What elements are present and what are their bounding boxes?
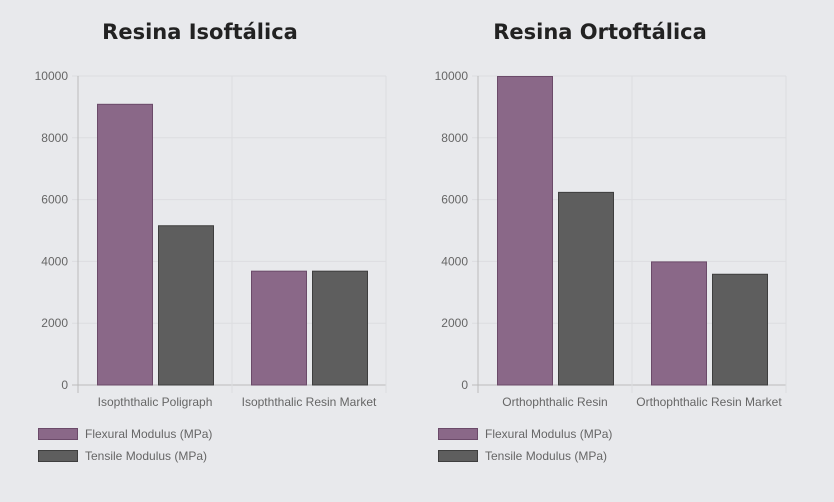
bar-tensile [158, 225, 214, 386]
y-tick-label: 10000 [35, 69, 69, 83]
y-tick-label: 6000 [441, 193, 468, 207]
legend-item-tensile[interactable]: Tensile Modulus (MPa) [38, 445, 212, 467]
legend-item-tensile[interactable]: Tensile Modulus (MPa) [438, 445, 612, 467]
legend-swatch-tensile [38, 450, 78, 462]
y-tick-label: 4000 [41, 254, 68, 268]
y-tick-label: 6000 [41, 193, 68, 207]
y-tick-label: 0 [461, 378, 468, 392]
chart-panel-ortoftalica: Resina Ortoftálica 0 2000 4000 6000 8000 1000… [400, 0, 800, 502]
legend: Flexural Modulus (MPa) Tensile Modulus (… [438, 423, 612, 467]
bar-tensile [312, 270, 368, 386]
x-tick-label: Orthophthalic Resin Market [636, 395, 782, 409]
bar-chart: 0 2000 4000 6000 8000 10000 Orthophthalic Resi… [435, 69, 787, 409]
legend-swatch-flexural [38, 428, 78, 440]
bar-tensile [712, 273, 768, 386]
y-tick-label: 10000 [435, 69, 469, 83]
y-tick-label: 0 [61, 378, 68, 392]
y-tick-label: 2000 [41, 316, 68, 330]
x-tick-label: Isopththalic Poligraph [98, 395, 213, 409]
bar-flexural [97, 103, 153, 386]
legend-item-flexural[interactable]: Flexural Modulus (MPa) [438, 423, 612, 445]
legend-label-tensile: Tensile Modulus (MPa) [485, 449, 608, 463]
chart-panel-isoftalica: Resina Isoftálica 0 2000 4000 6000 8000 10000… [0, 0, 400, 502]
legend-swatch-flexural [438, 428, 478, 440]
bar-flexural [497, 76, 553, 386]
x-tick-label: Orthophthalic Resin [502, 395, 607, 409]
x-tick-label: Isopththalic Resin Market [242, 395, 377, 409]
chart-title: Resina Ortoftálica [493, 20, 707, 44]
chart-title: Resina Isoftálica [102, 20, 298, 44]
bar-tensile [558, 191, 614, 386]
y-tick-label: 8000 [441, 131, 468, 145]
y-tick-label: 8000 [41, 131, 68, 145]
bar-flexural [651, 261, 707, 386]
legend-label-flexural: Flexural Modulus (MPa) [485, 427, 613, 441]
bar-chart: 0 2000 4000 6000 8000 10000 Isopththalic Polig… [35, 69, 387, 409]
y-tick-label: 4000 [441, 254, 468, 268]
y-tick-label: 2000 [441, 316, 468, 330]
legend-label-flexural: Flexural Modulus (MPa) [85, 427, 213, 441]
legend-item-flexural[interactable]: Flexural Modulus (MPa) [38, 423, 212, 445]
legend-swatch-tensile [438, 450, 478, 462]
legend: Flexural Modulus (MPa) Tensile Modulus (… [38, 423, 212, 467]
legend-label-tensile: Tensile Modulus (MPa) [85, 449, 208, 463]
bar-flexural [251, 270, 307, 386]
